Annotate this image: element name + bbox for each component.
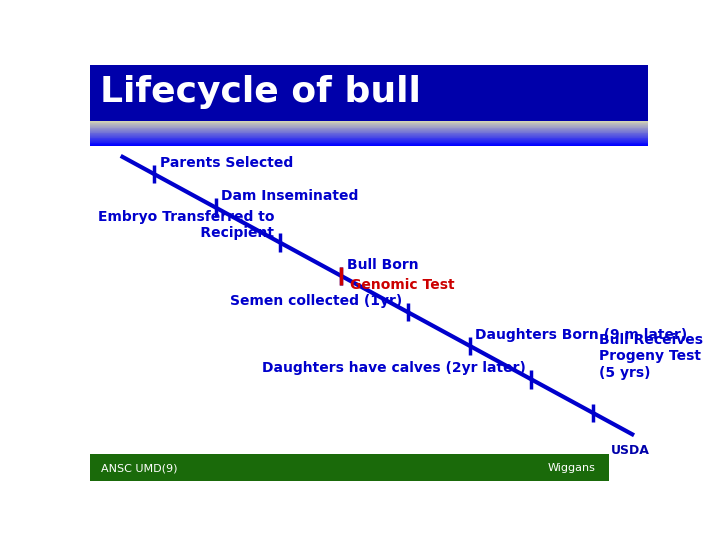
- Text: Genomic Test: Genomic Test: [350, 278, 454, 292]
- Bar: [90, 141, 648, 143]
- Text: Dam Inseminated: Dam Inseminated: [221, 190, 359, 204]
- Bar: [90, 126, 648, 127]
- Bar: [90, 146, 648, 454]
- Bar: [90, 127, 648, 129]
- Bar: [90, 123, 648, 124]
- Bar: [90, 454, 648, 481]
- Bar: [90, 140, 648, 141]
- Bar: [90, 144, 648, 145]
- Bar: [90, 125, 648, 126]
- Bar: [90, 124, 648, 125]
- Bar: [90, 122, 648, 123]
- Text: ANSC UMD(9): ANSC UMD(9): [101, 463, 178, 474]
- Text: Parents Selected: Parents Selected: [160, 156, 293, 170]
- Bar: [90, 131, 648, 132]
- Bar: [90, 137, 648, 138]
- Bar: [609, 440, 648, 481]
- Text: Bull Born: Bull Born: [347, 258, 418, 272]
- Bar: [90, 65, 648, 121]
- Text: Wiggans: Wiggans: [547, 463, 595, 474]
- Bar: [90, 130, 648, 131]
- Text: Daughters Born (9 m later): Daughters Born (9 m later): [475, 328, 688, 342]
- Bar: [90, 132, 648, 133]
- Bar: [90, 121, 648, 122]
- Bar: [90, 133, 648, 134]
- Text: Embryo Transferred to
     Recipient: Embryo Transferred to Recipient: [98, 210, 274, 240]
- Bar: [90, 134, 648, 135]
- Bar: [90, 136, 648, 137]
- Bar: [90, 145, 648, 146]
- Bar: [90, 138, 648, 139]
- Text: USDA: USDA: [611, 444, 649, 457]
- Text: Lifecycle of bull: Lifecycle of bull: [100, 75, 421, 109]
- Bar: [90, 143, 648, 144]
- Text: Semen collected (1yr): Semen collected (1yr): [230, 294, 402, 308]
- Bar: [90, 135, 648, 136]
- Text: 2013: 2013: [612, 467, 631, 476]
- Bar: [90, 139, 648, 140]
- Bar: [90, 129, 648, 130]
- Text: Bull Receives
Progeny Test
(5 yrs): Bull Receives Progeny Test (5 yrs): [598, 333, 703, 380]
- Text: Daughters have calves (2yr later): Daughters have calves (2yr later): [262, 361, 526, 375]
